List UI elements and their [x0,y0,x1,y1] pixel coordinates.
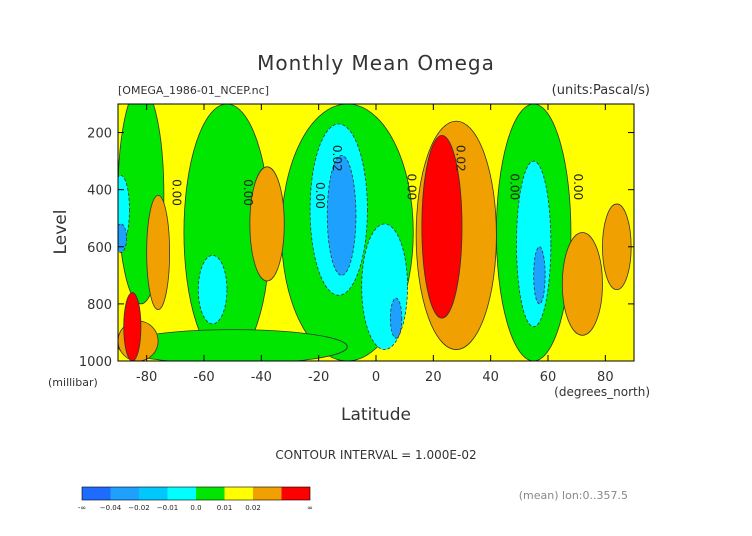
colorbar-label: −0.02 [128,504,149,512]
file-label: [OMEGA_1986-01_NCEP.nc] [118,84,269,97]
contour-labels: 0.00 0.00 0.000.020.000.020.00 0.00 [169,145,584,209]
x-axis: -80 -60 -40 -20 0 20 40 60 80 [136,104,614,385]
x-tick-label: 0 [372,370,380,385]
plot-area [118,104,634,361]
x-tick-label: 80 [597,370,614,385]
colorbar-swatch [196,487,225,500]
region-orange-7 [146,194,171,310]
colorbar-swatch [110,487,139,500]
chart-title: Monthly Mean Omega [257,51,495,75]
colorbar-frame [81,486,311,501]
contour-label-0: 0.00 [169,179,183,206]
region-red-22 [123,292,142,361]
contour-interval-text: CONTOUR INTERVAL = 1.000E-02 [275,448,476,462]
x-tick-label: 40 [482,370,499,385]
x-tick-label: -20 [308,370,329,385]
contour-label-3: 0.02 [330,145,344,172]
y-axis-label: Level [51,210,71,255]
colorbar-label: 0.0 [190,504,201,512]
y-tick-label: 200 [87,127,112,142]
colorbar-label: -∞ [78,504,86,512]
colorbar-swatch [139,487,168,500]
footer-mean-lon: (mean) lon:0..357.5 [519,489,628,502]
colorbar-label: −0.01 [157,504,178,512]
region-red-21 [421,135,463,319]
y-tick-label: 600 [87,241,112,256]
contour-label-7: 0.00 [571,173,585,200]
x-tick-label: -80 [136,370,157,385]
region-blue-18 [389,297,403,339]
region-blue-19 [533,246,546,305]
contour-label-1: 0.00 [241,179,255,206]
x-tick-label: -40 [251,370,272,385]
colorbar-label: ∞ [307,504,313,512]
y-tick-label: 1000 [79,355,112,370]
region-orange-9 [561,232,603,336]
x-tick-label: -60 [193,370,214,385]
colorbar-swatch [253,487,282,500]
x-unit-label: (degrees_north) [554,385,650,399]
y-tick-label: 800 [87,298,112,313]
y-axis: 200 400 600 800 1000 [79,127,634,370]
colorbar-swatch [167,487,196,500]
colorbar-swatch [224,487,253,500]
contour-label-2: 0.00 [313,182,327,209]
contour-label-4: 0.00 [405,173,419,200]
region-blue-20 [118,223,127,253]
x-tick-label: 20 [425,370,442,385]
region-orange-10 [602,203,632,291]
contour-label-6: 0.00 [508,173,522,200]
colorbar-label: −0.04 [100,504,122,512]
colorbar-swatch [281,487,310,500]
region-cyan-14 [197,254,228,325]
y-unit-label: (millibar) [48,376,98,389]
colorbar-label: 0.02 [245,504,261,512]
y-tick-label: 400 [87,184,112,199]
x-tick-label: 60 [540,370,557,385]
contour-label-5: 0.02 [453,145,467,172]
x-axis-label: Latitude [341,405,411,425]
colorbar: -∞ −0.04 −0.02 −0.01 0.0 0.01 0.02 ∞ [78,486,313,512]
colorbar-swatch [82,487,111,500]
colorbar-label: 0.01 [217,504,233,512]
units-label: (units:Pascal/s) [552,83,650,98]
region-blue-17 [326,154,357,276]
region-orange-6 [249,166,285,282]
